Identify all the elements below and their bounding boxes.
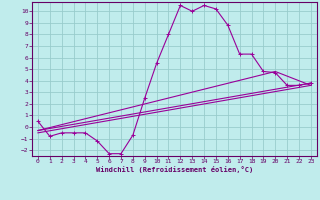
X-axis label: Windchill (Refroidissement éolien,°C): Windchill (Refroidissement éolien,°C) (96, 166, 253, 173)
